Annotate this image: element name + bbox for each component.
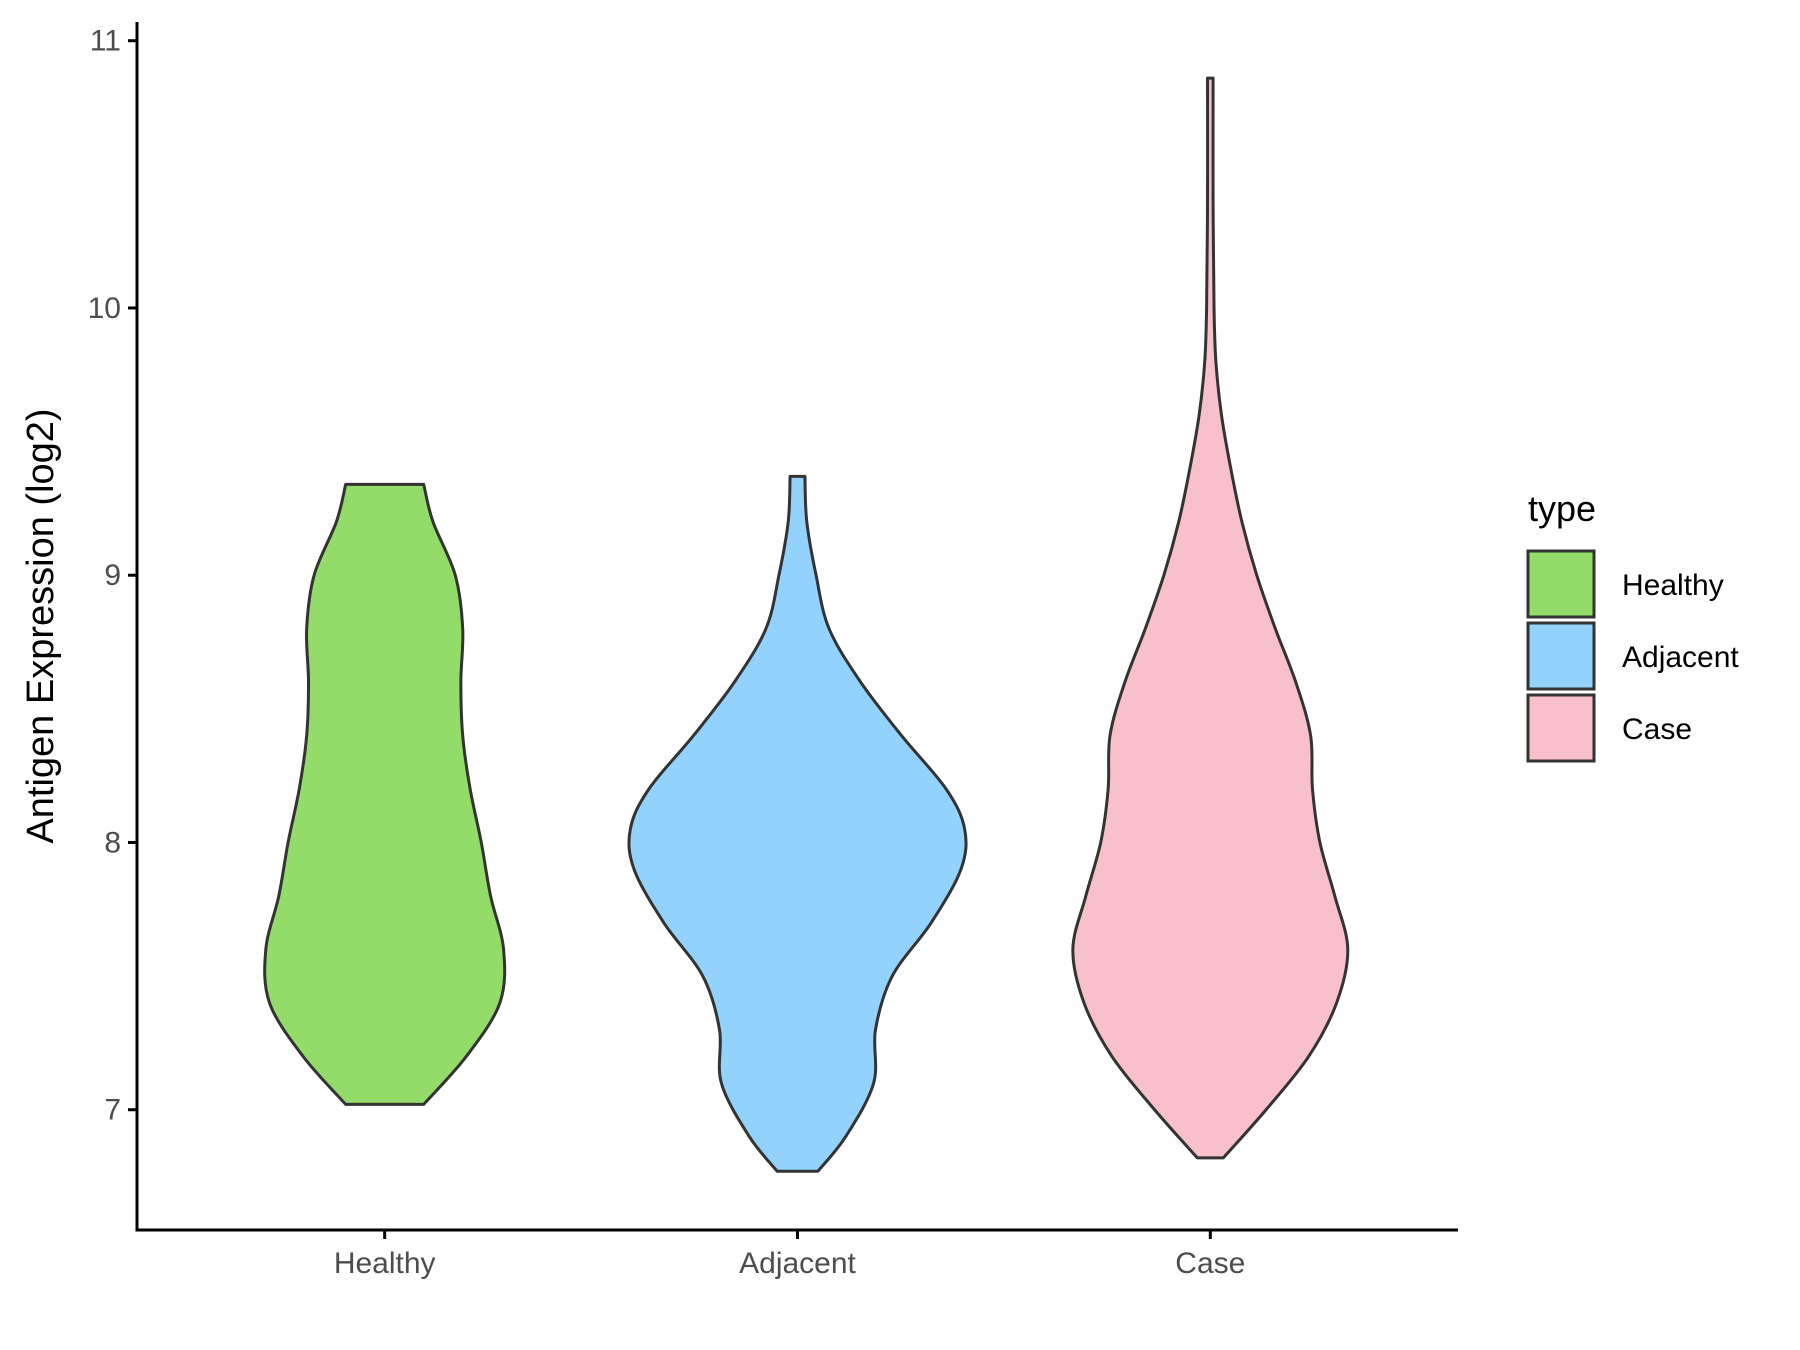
violin-healthy [263, 482, 507, 1106]
legend-items: Healthy Adjacent Case [1526, 549, 1739, 763]
violin-layer [263, 76, 1350, 1173]
y-tick-label: 8 [104, 826, 121, 859]
y-ticks: 7 8 9 10 11 [88, 25, 137, 1127]
violin-adjacent [627, 474, 968, 1173]
y-tick-label: 11 [90, 25, 121, 58]
y-axis-title: Antigen Expression (log2) [20, 408, 62, 843]
legend-label-adjacent: Adjacent [1622, 641, 1739, 674]
y-tick-label: 9 [104, 559, 121, 592]
x-tick-label: Case [1175, 1247, 1245, 1280]
violin-case [1071, 76, 1350, 1160]
legend-label-healthy: Healthy [1622, 569, 1724, 602]
x-ticks: Healthy Adjacent Case [334, 1230, 1245, 1280]
legend-key-case [1526, 693, 1596, 763]
legend-key-healthy [1526, 549, 1596, 619]
x-tick-label: Healthy [334, 1247, 436, 1280]
legend-key-adjacent [1526, 621, 1596, 691]
legend-label-case: Case [1622, 713, 1692, 746]
y-tick-label: 10 [88, 292, 121, 325]
legend: type Healthy Adjacent Case [1526, 488, 1739, 763]
y-tick-label: 7 [104, 1094, 121, 1127]
x-tick-label: Adjacent [739, 1247, 856, 1280]
legend-title: type [1528, 488, 1596, 529]
